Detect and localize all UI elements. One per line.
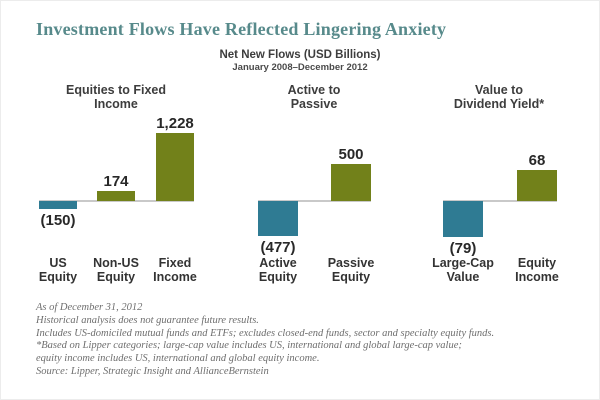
category-label-us-equity: US Equity bbox=[38, 256, 78, 284]
chart-title: Net New Flows (USD Billions) bbox=[219, 49, 381, 61]
bar-equity-income bbox=[517, 170, 557, 201]
bar-passive-equity bbox=[331, 164, 371, 201]
value-label-non-us-equity: 174 bbox=[103, 173, 129, 190]
value-label-active-equity: (477) bbox=[260, 239, 296, 256]
bar-non-us-equity bbox=[97, 191, 135, 201]
footnotes: As of December 31, 2012 Historical analy… bbox=[36, 302, 579, 379]
zero-baseline bbox=[443, 200, 557, 202]
group-header-active-to-passive: Active to Passive bbox=[287, 83, 341, 111]
zero-baseline bbox=[258, 200, 371, 202]
value-label-passive-equity: 500 bbox=[338, 146, 364, 163]
chart-date-range: January 2008–December 2012 bbox=[232, 62, 368, 73]
footnote-line: Includes US-domiciled mutual funds and E… bbox=[36, 327, 495, 339]
category-label-fixed-income: Fixed Income bbox=[153, 256, 197, 284]
footnote-line: Source: Lipper, Strategic Insight and Al… bbox=[36, 365, 269, 377]
category-label-active-equity: Active Equity bbox=[258, 256, 298, 284]
footnote-line: Historical analysis does not guarantee f… bbox=[36, 314, 259, 326]
value-label-us-equity: (150) bbox=[40, 212, 76, 229]
category-label-non-us-equity: Non-US Equity bbox=[93, 256, 139, 284]
footnote-line: *Based on Lipper categories; large-cap v… bbox=[36, 340, 462, 352]
group-header-value-to-dividend-yield: Value to Dividend Yield* bbox=[453, 83, 545, 111]
category-label-passive-equity: Passive Equity bbox=[327, 256, 375, 284]
bar-fixed-income bbox=[156, 133, 194, 201]
value-label-fixed-income: 1,228 bbox=[156, 115, 194, 132]
category-label-equity-income: Equity Income bbox=[515, 256, 559, 284]
footnote-line: equity income includes US, international… bbox=[36, 353, 320, 365]
value-label-large-cap-value: (79) bbox=[449, 240, 477, 257]
bar-large-cap-value bbox=[443, 201, 483, 237]
footnote-line: As of December 31, 2012 bbox=[36, 302, 143, 313]
value-label-equity-income: 68 bbox=[528, 152, 546, 169]
page-title: Investment Flows Have Reflected Lingerin… bbox=[36, 19, 447, 39]
category-label-large-cap-value: Large-Cap Value bbox=[432, 256, 494, 284]
bar-us-equity bbox=[39, 201, 77, 209]
group-header-equities-to-fixed-income: Equities to Fixed Income bbox=[65, 83, 166, 111]
bar-active-equity bbox=[258, 201, 298, 236]
